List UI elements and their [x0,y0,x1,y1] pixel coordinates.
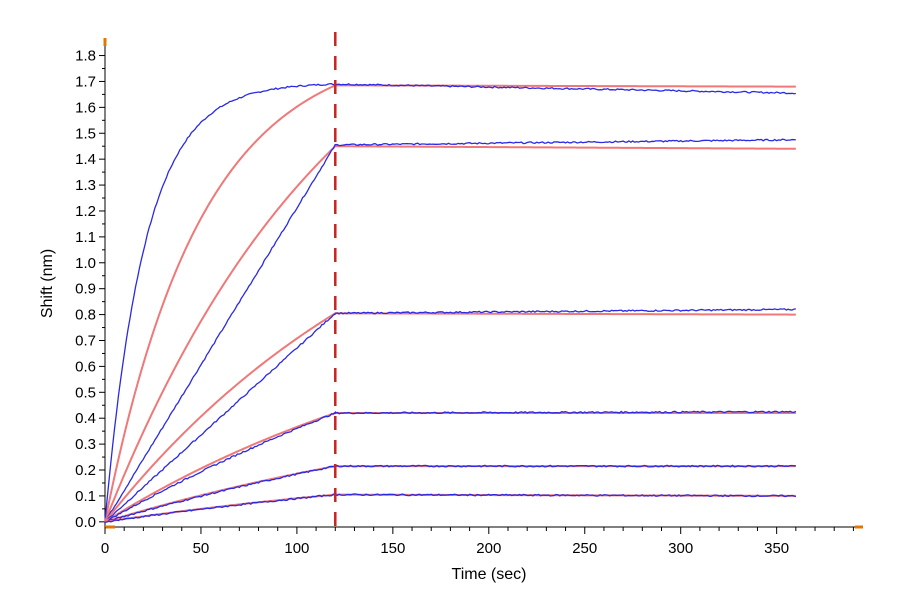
x-tick-label: 100 [284,540,309,557]
y-tick-label: 0.8 [75,307,96,324]
y-tick-label: 0.4 [75,410,96,427]
measured-curve-6 [104,493,797,523]
y-axis-title: Shift (nm) [39,249,56,318]
measured-curve-2 [104,138,796,523]
y-tick-label: 0.1 [75,488,96,505]
measured-curve-5 [104,464,796,523]
measured-curve-3 [104,308,796,523]
y-tick-label: 0.9 [75,281,96,298]
y-tick-label: 1.4 [75,151,96,168]
y-tick-label: 1.1 [75,229,96,246]
y-tick-label: 1.5 [75,125,96,142]
y-tick-label: 1.0 [75,255,96,272]
y-tick-label: 0.5 [75,384,96,401]
y-tick-label: 0.6 [75,358,96,375]
y-tick-label: 0.0 [75,514,96,531]
x-tick-label: 50 [193,540,210,557]
measured-curve-4 [104,410,797,523]
measured-curve-1 [104,82,796,522]
series-group [104,82,797,523]
x-tick-label: 300 [668,540,693,557]
x-tick-label: 350 [764,540,789,557]
y-tick-label: 1.2 [75,203,96,220]
axes-group [103,38,863,529]
y-tick-label: 1.7 [75,73,96,90]
y-tick-label: 0.2 [75,462,96,479]
x-tick-label: 250 [572,540,597,557]
y-tick-label: 1.3 [75,177,96,194]
x-tick-label: 200 [476,540,501,557]
fit-curve-1 [104,84,796,523]
fit-curve-3 [104,312,796,523]
fit-curve-2 [104,145,796,523]
y-tick-label: 0.3 [75,436,96,453]
y-tick-label: 1.6 [75,99,96,116]
y-tick-label: 1.8 [75,48,96,65]
x-axis-title: Time (sec) [452,566,527,583]
x-tick-group: 0 50 100 150 200 250 300 350 [101,527,854,557]
x-tick-label: 0 [101,540,109,557]
y-tick-label: 0.7 [75,332,96,349]
x-tick-label: 150 [380,540,405,557]
y-tick-group: 0.0 0.1 0.2 0.3 0.4 0.5 0.6 0.7 0.8 0.9 1.0 1.1 1.2 1… [75,48,105,531]
